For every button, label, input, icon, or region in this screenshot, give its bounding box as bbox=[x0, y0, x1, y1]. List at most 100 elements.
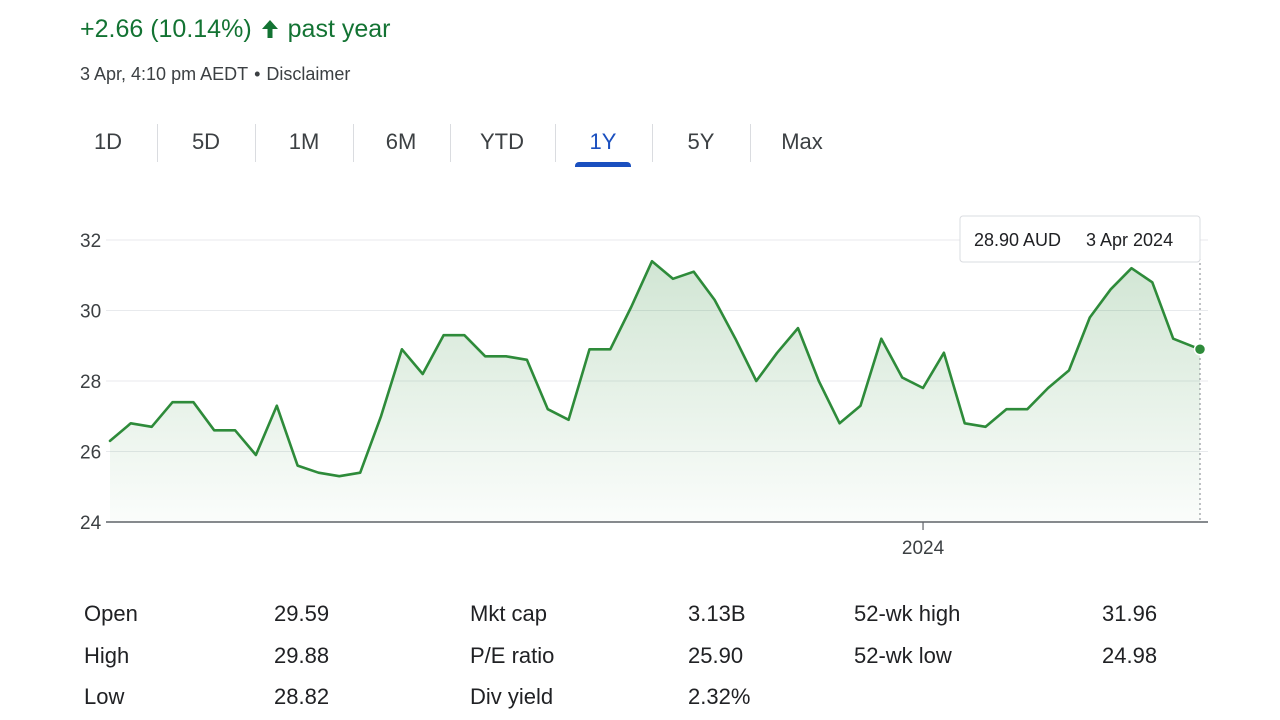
price-point bbox=[774, 350, 780, 356]
stat-pe-ratio-value: 25.90 bbox=[688, 643, 744, 668]
price-point bbox=[170, 399, 176, 405]
stat-open-label: Open bbox=[84, 601, 138, 626]
price-tooltip bbox=[959, 215, 1201, 263]
price-point bbox=[545, 406, 551, 412]
tab-divider bbox=[555, 124, 556, 162]
price-point bbox=[1024, 406, 1030, 412]
tab-divider bbox=[750, 124, 751, 162]
price-chart[interactable]: 24 26 28 30 32 2024 28.90 AUD 3 Apr 2024 bbox=[0, 190, 1280, 570]
price-point bbox=[461, 332, 467, 338]
price-point bbox=[524, 357, 530, 363]
tab-1y[interactable]: 1Y bbox=[589, 129, 617, 154]
price-point bbox=[899, 375, 905, 381]
price-point bbox=[357, 470, 363, 476]
stat-high-value: 29.88 bbox=[274, 643, 330, 668]
stat-low-value: 28.82 bbox=[274, 684, 330, 709]
stat-low-label: Low bbox=[84, 684, 125, 709]
price-point bbox=[336, 473, 342, 479]
stat-mkt-cap-label: Mkt cap bbox=[470, 601, 548, 626]
price-point bbox=[837, 420, 843, 426]
stat-52wk-high-label: 52-wk high bbox=[854, 601, 961, 626]
price-point bbox=[753, 378, 759, 384]
price-point bbox=[1129, 265, 1135, 271]
price-point bbox=[211, 427, 217, 433]
stat-mkt-cap-value: 3.13B bbox=[688, 601, 746, 626]
price-point bbox=[503, 353, 509, 359]
price-point bbox=[920, 385, 926, 391]
price-point bbox=[566, 417, 572, 423]
price-point bbox=[649, 258, 655, 264]
price-point bbox=[253, 452, 259, 458]
y-tick-label: 24 bbox=[80, 513, 102, 534]
price-point bbox=[983, 424, 989, 430]
tab-divider bbox=[157, 124, 158, 162]
price-point bbox=[107, 438, 113, 444]
price-point bbox=[628, 304, 634, 310]
price-point bbox=[691, 269, 697, 275]
tab-5y[interactable]: 5Y bbox=[687, 129, 715, 154]
price-point bbox=[858, 403, 864, 409]
price-point bbox=[441, 332, 447, 338]
tab-1m[interactable]: 1M bbox=[288, 129, 320, 154]
price-point bbox=[1066, 367, 1072, 373]
price-area-fill bbox=[110, 261, 1200, 522]
price-point bbox=[607, 346, 613, 352]
tab-max[interactable]: Max bbox=[781, 129, 823, 154]
price-point bbox=[878, 336, 884, 342]
price-point bbox=[420, 371, 426, 377]
price-point bbox=[1108, 286, 1114, 292]
price-point bbox=[190, 399, 196, 405]
quote-timestamp: 3 Apr, 4:10 pm AEDT bbox=[80, 64, 249, 84]
price-point bbox=[482, 353, 488, 359]
y-tick-label: 26 bbox=[80, 443, 101, 464]
tab-divider bbox=[652, 124, 653, 162]
price-change-summary: +2.66 (10.14%) past year bbox=[80, 12, 391, 46]
timestamp-separator: • bbox=[254, 64, 261, 84]
active-tab-indicator bbox=[575, 162, 631, 167]
disclaimer-link[interactable]: Disclaimer bbox=[266, 64, 351, 84]
y-tick-label: 32 bbox=[80, 231, 101, 252]
price-point bbox=[274, 403, 280, 409]
price-point bbox=[378, 413, 384, 419]
stat-high-label: High bbox=[84, 643, 130, 668]
tab-5d[interactable]: 5D bbox=[191, 129, 221, 154]
price-point bbox=[732, 336, 738, 342]
price-point bbox=[1149, 279, 1155, 285]
arrow-up-icon bbox=[261, 20, 278, 38]
last-price-marker bbox=[1193, 343, 1207, 356]
tab-1d[interactable]: 1D bbox=[93, 129, 123, 154]
tab-divider bbox=[450, 124, 451, 162]
price-point bbox=[399, 346, 405, 352]
price-point bbox=[587, 346, 593, 352]
price-point bbox=[128, 420, 134, 426]
price-point bbox=[232, 427, 238, 433]
stat-52wk-low-value: 24.98 bbox=[1102, 643, 1158, 668]
quote-timestamp-row: 3 Apr, 4:10 pm AEDT • Disclaimer bbox=[80, 64, 350, 85]
tab-6m[interactable]: 6M bbox=[385, 129, 417, 154]
tooltip-date: 3 Apr 2024 bbox=[1086, 230, 1173, 250]
price-point bbox=[670, 276, 676, 282]
price-point bbox=[816, 378, 822, 384]
range-tabs: 1D 5D 1M 6M YTD 1Y 5Y Max bbox=[60, 120, 860, 168]
tab-ytd[interactable]: YTD bbox=[480, 129, 524, 154]
key-stats: Open 29.59 High 29.88 Low 28.82 Mkt cap … bbox=[84, 596, 1204, 720]
price-point bbox=[962, 420, 968, 426]
y-tick-label: 28 bbox=[80, 372, 101, 393]
price-point bbox=[712, 297, 718, 303]
tooltip-price: 28.90 AUD bbox=[974, 230, 1061, 250]
tab-divider bbox=[255, 124, 256, 162]
stat-52wk-low-label: 52-wk low bbox=[854, 643, 952, 668]
stat-div-yield-value: 2.32% bbox=[688, 684, 751, 709]
price-point bbox=[295, 463, 301, 469]
price-point bbox=[941, 350, 947, 356]
tab-divider bbox=[353, 124, 354, 162]
stat-open-value: 29.59 bbox=[274, 601, 330, 626]
price-point bbox=[1003, 406, 1009, 412]
price-change-period: past year bbox=[287, 14, 391, 43]
stat-div-yield-label: Div yield bbox=[470, 684, 554, 709]
price-change-value: +2.66 (10.14%) bbox=[80, 14, 252, 43]
price-point bbox=[1170, 336, 1176, 342]
price-point bbox=[1045, 385, 1051, 391]
stat-pe-ratio-label: P/E ratio bbox=[470, 643, 555, 668]
price-point bbox=[1087, 315, 1093, 321]
